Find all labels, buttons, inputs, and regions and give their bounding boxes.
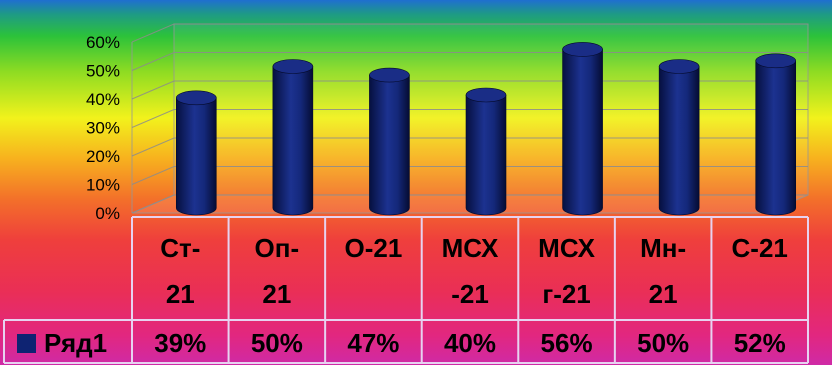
bar-body (369, 74, 410, 216)
data-table: Ст-21 Оп-21 О-21 МСХ -21 МСХ г-21 Мн-21 С-21 Ряд1… (3, 216, 809, 364)
bar-body (272, 66, 314, 216)
gridline (131, 23, 808, 43)
y-tick-label: 20% (86, 147, 120, 166)
y-tick-label: 60% (86, 33, 120, 52)
bar-top (755, 53, 797, 69)
x-tick-label: О-21 (345, 233, 403, 263)
bar (175, 90, 217, 216)
bar-top (369, 67, 410, 83)
data-label: 40% (444, 328, 496, 358)
bar-body (658, 66, 700, 216)
legend-key (17, 334, 36, 353)
bar (562, 42, 603, 216)
y-tick-label: 40% (86, 90, 120, 109)
bar-top (658, 59, 700, 74)
y-tick-label: 50% (86, 62, 120, 81)
bar (465, 87, 507, 216)
y-tick-label: 10% (86, 176, 120, 195)
data-label: 52% (734, 328, 786, 358)
data-label: 56% (541, 328, 593, 358)
x-tick-label: Мн-21 (640, 233, 686, 309)
x-tick-label: Ст-21 (160, 233, 200, 309)
bar-body (755, 60, 797, 216)
bar-top (562, 42, 603, 57)
bar-top (175, 90, 217, 106)
x-tick-label: МСХ -21 (442, 233, 499, 309)
data-label: 50% (637, 328, 689, 358)
data-label: 50% (251, 328, 303, 358)
bar (755, 53, 797, 216)
legend-label: Ряд1 (44, 328, 107, 358)
x-tick-label: С-21 (732, 233, 788, 263)
x-tick-label: МСХ г-21 (538, 233, 595, 309)
y-axis: 0% 10% 20% 30% 40% 50% 60% (86, 33, 120, 223)
bar-body (562, 49, 603, 216)
data-label: 39% (154, 328, 206, 358)
bars (175, 42, 797, 216)
bar (658, 59, 700, 216)
bar (369, 67, 410, 216)
bar-body (175, 97, 217, 216)
bar-body (465, 94, 507, 216)
data-label: 47% (347, 328, 399, 358)
bar-top (465, 87, 507, 103)
bar-top (272, 59, 314, 74)
y-tick-label: 30% (86, 119, 120, 138)
bar (272, 59, 314, 216)
y-tick-label: 0% (95, 204, 120, 223)
x-tick-label: Оп-21 (255, 233, 300, 309)
